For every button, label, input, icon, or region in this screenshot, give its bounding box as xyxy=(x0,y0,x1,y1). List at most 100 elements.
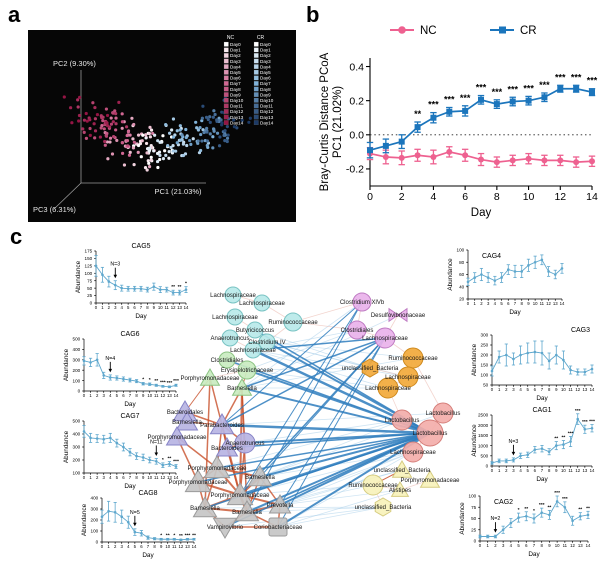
svg-text:400: 400 xyxy=(73,347,81,352)
svg-text:13: 13 xyxy=(177,305,182,310)
svg-text:Day14: Day14 xyxy=(230,120,244,125)
panel-a-label: a xyxy=(8,2,21,27)
svg-text:**: ** xyxy=(578,507,582,513)
svg-text:*: * xyxy=(142,376,144,382)
svg-text:N=3: N=3 xyxy=(110,262,120,268)
svg-text:***: *** xyxy=(555,72,566,82)
svg-text:**: ** xyxy=(171,284,175,290)
svg-text:***: *** xyxy=(587,76,598,86)
svg-text:Day4: Day4 xyxy=(230,64,241,69)
svg-text:Day4: Day4 xyxy=(260,64,271,69)
svg-text:Day9: Day9 xyxy=(260,92,271,97)
svg-text:2: 2 xyxy=(96,393,99,398)
svg-text:***: *** xyxy=(575,408,581,414)
svg-text:***: *** xyxy=(428,100,439,110)
svg-text:400: 400 xyxy=(73,432,81,437)
svg-text:Day: Day xyxy=(124,401,136,408)
svg-text:CR: CR xyxy=(257,35,265,41)
svg-text:14: 14 xyxy=(590,468,595,473)
svg-text:2: 2 xyxy=(494,543,497,548)
network-node-label: Butyricicoccus xyxy=(236,328,274,334)
svg-text:10: 10 xyxy=(523,191,535,203)
svg-text:***: *** xyxy=(562,496,568,502)
svg-text:6: 6 xyxy=(462,191,468,203)
svg-text:2: 2 xyxy=(114,544,117,549)
network-node-label: Clostridium IV xyxy=(248,340,285,346)
network-node-label: Clostridiales xyxy=(211,358,244,364)
panel-c-label: c xyxy=(10,224,23,249)
svg-text:200: 200 xyxy=(91,518,99,523)
svg-text:Day0: Day0 xyxy=(260,42,271,47)
network-node-label: Lachnospiraceae xyxy=(239,301,285,307)
svg-text:10: 10 xyxy=(147,393,152,398)
svg-text:12: 12 xyxy=(546,301,551,306)
network-node-label: Ruminococcaceae xyxy=(348,483,398,489)
svg-text:9: 9 xyxy=(527,301,530,306)
svg-text:300: 300 xyxy=(73,357,81,362)
svg-text:**: ** xyxy=(166,532,170,538)
svg-text:6: 6 xyxy=(122,393,125,398)
svg-text:Bray-Curtis Distance PCoA: Bray-Curtis Distance PCoA xyxy=(319,52,331,191)
network-node-label: Parabacteroides xyxy=(200,423,244,429)
network-node-label: Erysipelotrichaceae xyxy=(221,368,274,374)
svg-text:200: 200 xyxy=(481,353,489,358)
svg-text:12: 12 xyxy=(160,393,165,398)
svg-text:200: 200 xyxy=(73,458,81,463)
network-node-label: Lachnospiraceae xyxy=(390,450,436,456)
svg-text:Day1: Day1 xyxy=(260,48,271,53)
svg-text:8: 8 xyxy=(135,393,138,398)
svg-text:Day7: Day7 xyxy=(260,81,271,86)
svg-text:100: 100 xyxy=(457,248,465,253)
svg-text:Day: Day xyxy=(124,483,136,490)
svg-text:300: 300 xyxy=(481,333,489,338)
svg-text:4: 4 xyxy=(121,305,124,310)
network-node-label: Desulfovibrionaceae xyxy=(371,313,426,319)
svg-text:9: 9 xyxy=(548,543,551,548)
svg-text:5: 5 xyxy=(134,544,137,549)
network-node-label: Anaerotruncus xyxy=(225,441,264,447)
svg-text:14: 14 xyxy=(586,543,591,548)
svg-text:**: ** xyxy=(178,284,182,290)
svg-text:6: 6 xyxy=(122,475,125,480)
svg-text:CAG6: CAG6 xyxy=(120,331,139,338)
svg-text:5: 5 xyxy=(527,468,530,473)
svg-text:500: 500 xyxy=(73,337,81,342)
svg-text:***: *** xyxy=(173,378,179,384)
svg-text:11: 11 xyxy=(540,301,545,306)
svg-text:N=5: N=5 xyxy=(130,510,140,516)
svg-text:75: 75 xyxy=(471,505,477,510)
svg-text:**: ** xyxy=(562,435,566,441)
svg-text:CAG2: CAG2 xyxy=(494,499,513,506)
svg-text:**: ** xyxy=(524,506,528,512)
svg-text:11: 11 xyxy=(164,305,169,310)
svg-text:CAG4: CAG4 xyxy=(482,253,501,260)
network-node-label: unclassified_Bacteria xyxy=(342,366,399,372)
svg-text:20: 20 xyxy=(459,297,465,302)
svg-text:13: 13 xyxy=(167,475,172,480)
svg-text:125: 125 xyxy=(85,264,93,269)
svg-text:2: 2 xyxy=(399,191,405,203)
svg-text:10: 10 xyxy=(147,475,152,480)
svg-text:***: *** xyxy=(167,380,173,386)
svg-text:Day2: Day2 xyxy=(260,53,271,58)
svg-text:7: 7 xyxy=(147,544,150,549)
svg-text:10: 10 xyxy=(561,468,566,473)
svg-text:5: 5 xyxy=(116,475,119,480)
svg-text:9: 9 xyxy=(160,544,163,549)
svg-text:*: * xyxy=(149,377,151,383)
svg-text:*: * xyxy=(162,457,164,463)
svg-text:1: 1 xyxy=(474,301,477,306)
svg-text:12: 12 xyxy=(160,475,165,480)
svg-text:11: 11 xyxy=(154,393,159,398)
svg-text:***: *** xyxy=(539,80,550,90)
svg-text:7: 7 xyxy=(514,301,517,306)
network-node-label: Lachnospiraceae xyxy=(230,348,276,354)
svg-text:1: 1 xyxy=(487,543,490,548)
svg-text:Day12: Day12 xyxy=(230,109,244,114)
svg-text:*: * xyxy=(173,532,175,538)
network-node-label: Bacteroides xyxy=(211,446,243,452)
svg-text:***: *** xyxy=(476,83,487,93)
svg-text:CAG3: CAG3 xyxy=(571,327,590,334)
